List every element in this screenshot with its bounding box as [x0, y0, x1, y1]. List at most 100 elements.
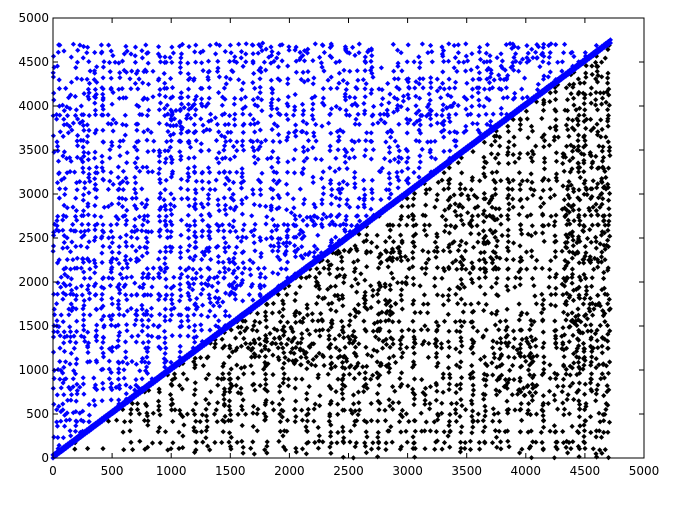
blue-point	[232, 250, 238, 256]
blue-point	[69, 239, 75, 245]
blue-point	[441, 86, 447, 92]
blue-point	[305, 69, 311, 75]
blue-point	[215, 280, 221, 286]
black-point	[312, 363, 319, 369]
blue-point	[86, 402, 92, 408]
blue-point	[55, 158, 62, 164]
blue-point	[476, 102, 482, 109]
black-point	[423, 260, 429, 266]
blue-point	[75, 47, 81, 53]
black-point	[370, 328, 376, 334]
blue-point	[193, 93, 199, 99]
black-point	[136, 411, 142, 417]
black-point	[541, 354, 547, 360]
black-point	[291, 336, 297, 342]
black-point	[284, 428, 290, 434]
black-point	[525, 151, 531, 157]
blue-point	[105, 203, 111, 210]
blue-point	[114, 404, 120, 410]
black-point	[488, 142, 495, 148]
black-point	[504, 245, 510, 251]
blue-point	[188, 115, 194, 121]
blue-point	[60, 245, 66, 251]
black-point	[539, 291, 545, 297]
black-point	[488, 151, 494, 157]
blue-point	[163, 249, 169, 255]
blue-point	[81, 298, 87, 304]
blue-point	[293, 44, 299, 50]
blue-point	[251, 154, 257, 160]
black-point	[496, 356, 502, 362]
blue-point	[65, 130, 71, 136]
blue-point	[136, 76, 142, 82]
blue-point	[285, 63, 291, 69]
blue-point	[416, 179, 422, 186]
blue-point	[110, 312, 116, 318]
blue-point	[444, 162, 450, 168]
black-point	[553, 171, 560, 177]
black-point	[530, 151, 537, 157]
blue-point	[178, 130, 184, 136]
black-point	[552, 303, 559, 309]
black-point	[405, 214, 411, 220]
blue-point	[185, 60, 191, 66]
black-point	[121, 447, 127, 453]
black-point	[497, 335, 504, 342]
blue-point	[396, 196, 403, 202]
blue-point	[109, 301, 115, 307]
blue-point	[81, 153, 87, 159]
blue-point	[474, 64, 480, 70]
black-point	[481, 235, 487, 241]
black-point	[605, 338, 611, 344]
blue-point	[404, 148, 410, 154]
blue-point	[69, 441, 75, 447]
black-point	[567, 158, 573, 164]
blue-point	[228, 290, 234, 296]
blue-point	[78, 103, 84, 109]
black-point	[351, 401, 357, 407]
blue-point	[583, 53, 589, 59]
black-point	[335, 266, 341, 272]
black-point	[603, 134, 609, 140]
blue-point	[157, 249, 163, 255]
blue-point	[328, 212, 334, 218]
black-point	[390, 400, 396, 406]
blue-point	[239, 170, 245, 176]
blue-point	[86, 239, 92, 245]
black-point	[458, 429, 464, 435]
black-point	[585, 328, 591, 334]
blue-point	[68, 79, 75, 85]
black-point	[569, 255, 575, 261]
blue-point	[487, 74, 493, 80]
black-point	[122, 419, 128, 425]
black-point	[254, 411, 260, 417]
blue-point	[455, 50, 461, 56]
black-point	[398, 292, 404, 298]
black-point	[598, 376, 604, 382]
black-point	[347, 318, 353, 324]
black-point	[534, 382, 540, 388]
blue-point	[206, 196, 212, 202]
black-point	[383, 440, 389, 446]
blue-point	[54, 139, 60, 145]
blue-point	[343, 222, 349, 228]
black-point	[495, 410, 501, 416]
black-point	[459, 403, 465, 409]
blue-point	[93, 334, 99, 340]
blue-point	[117, 153, 123, 159]
black-point	[555, 134, 561, 140]
blue-point	[529, 95, 535, 102]
black-point	[351, 259, 357, 265]
black-point	[233, 382, 239, 389]
blue-point	[455, 102, 461, 109]
blue-point	[197, 49, 204, 56]
blue-point	[291, 170, 298, 176]
black-point	[562, 257, 568, 264]
blue-point	[332, 168, 338, 174]
blue-point	[249, 42, 255, 48]
black-point	[421, 338, 427, 344]
blue-point	[191, 164, 198, 170]
black-point	[517, 243, 523, 249]
black-point	[589, 388, 595, 394]
blue-point	[93, 328, 99, 334]
